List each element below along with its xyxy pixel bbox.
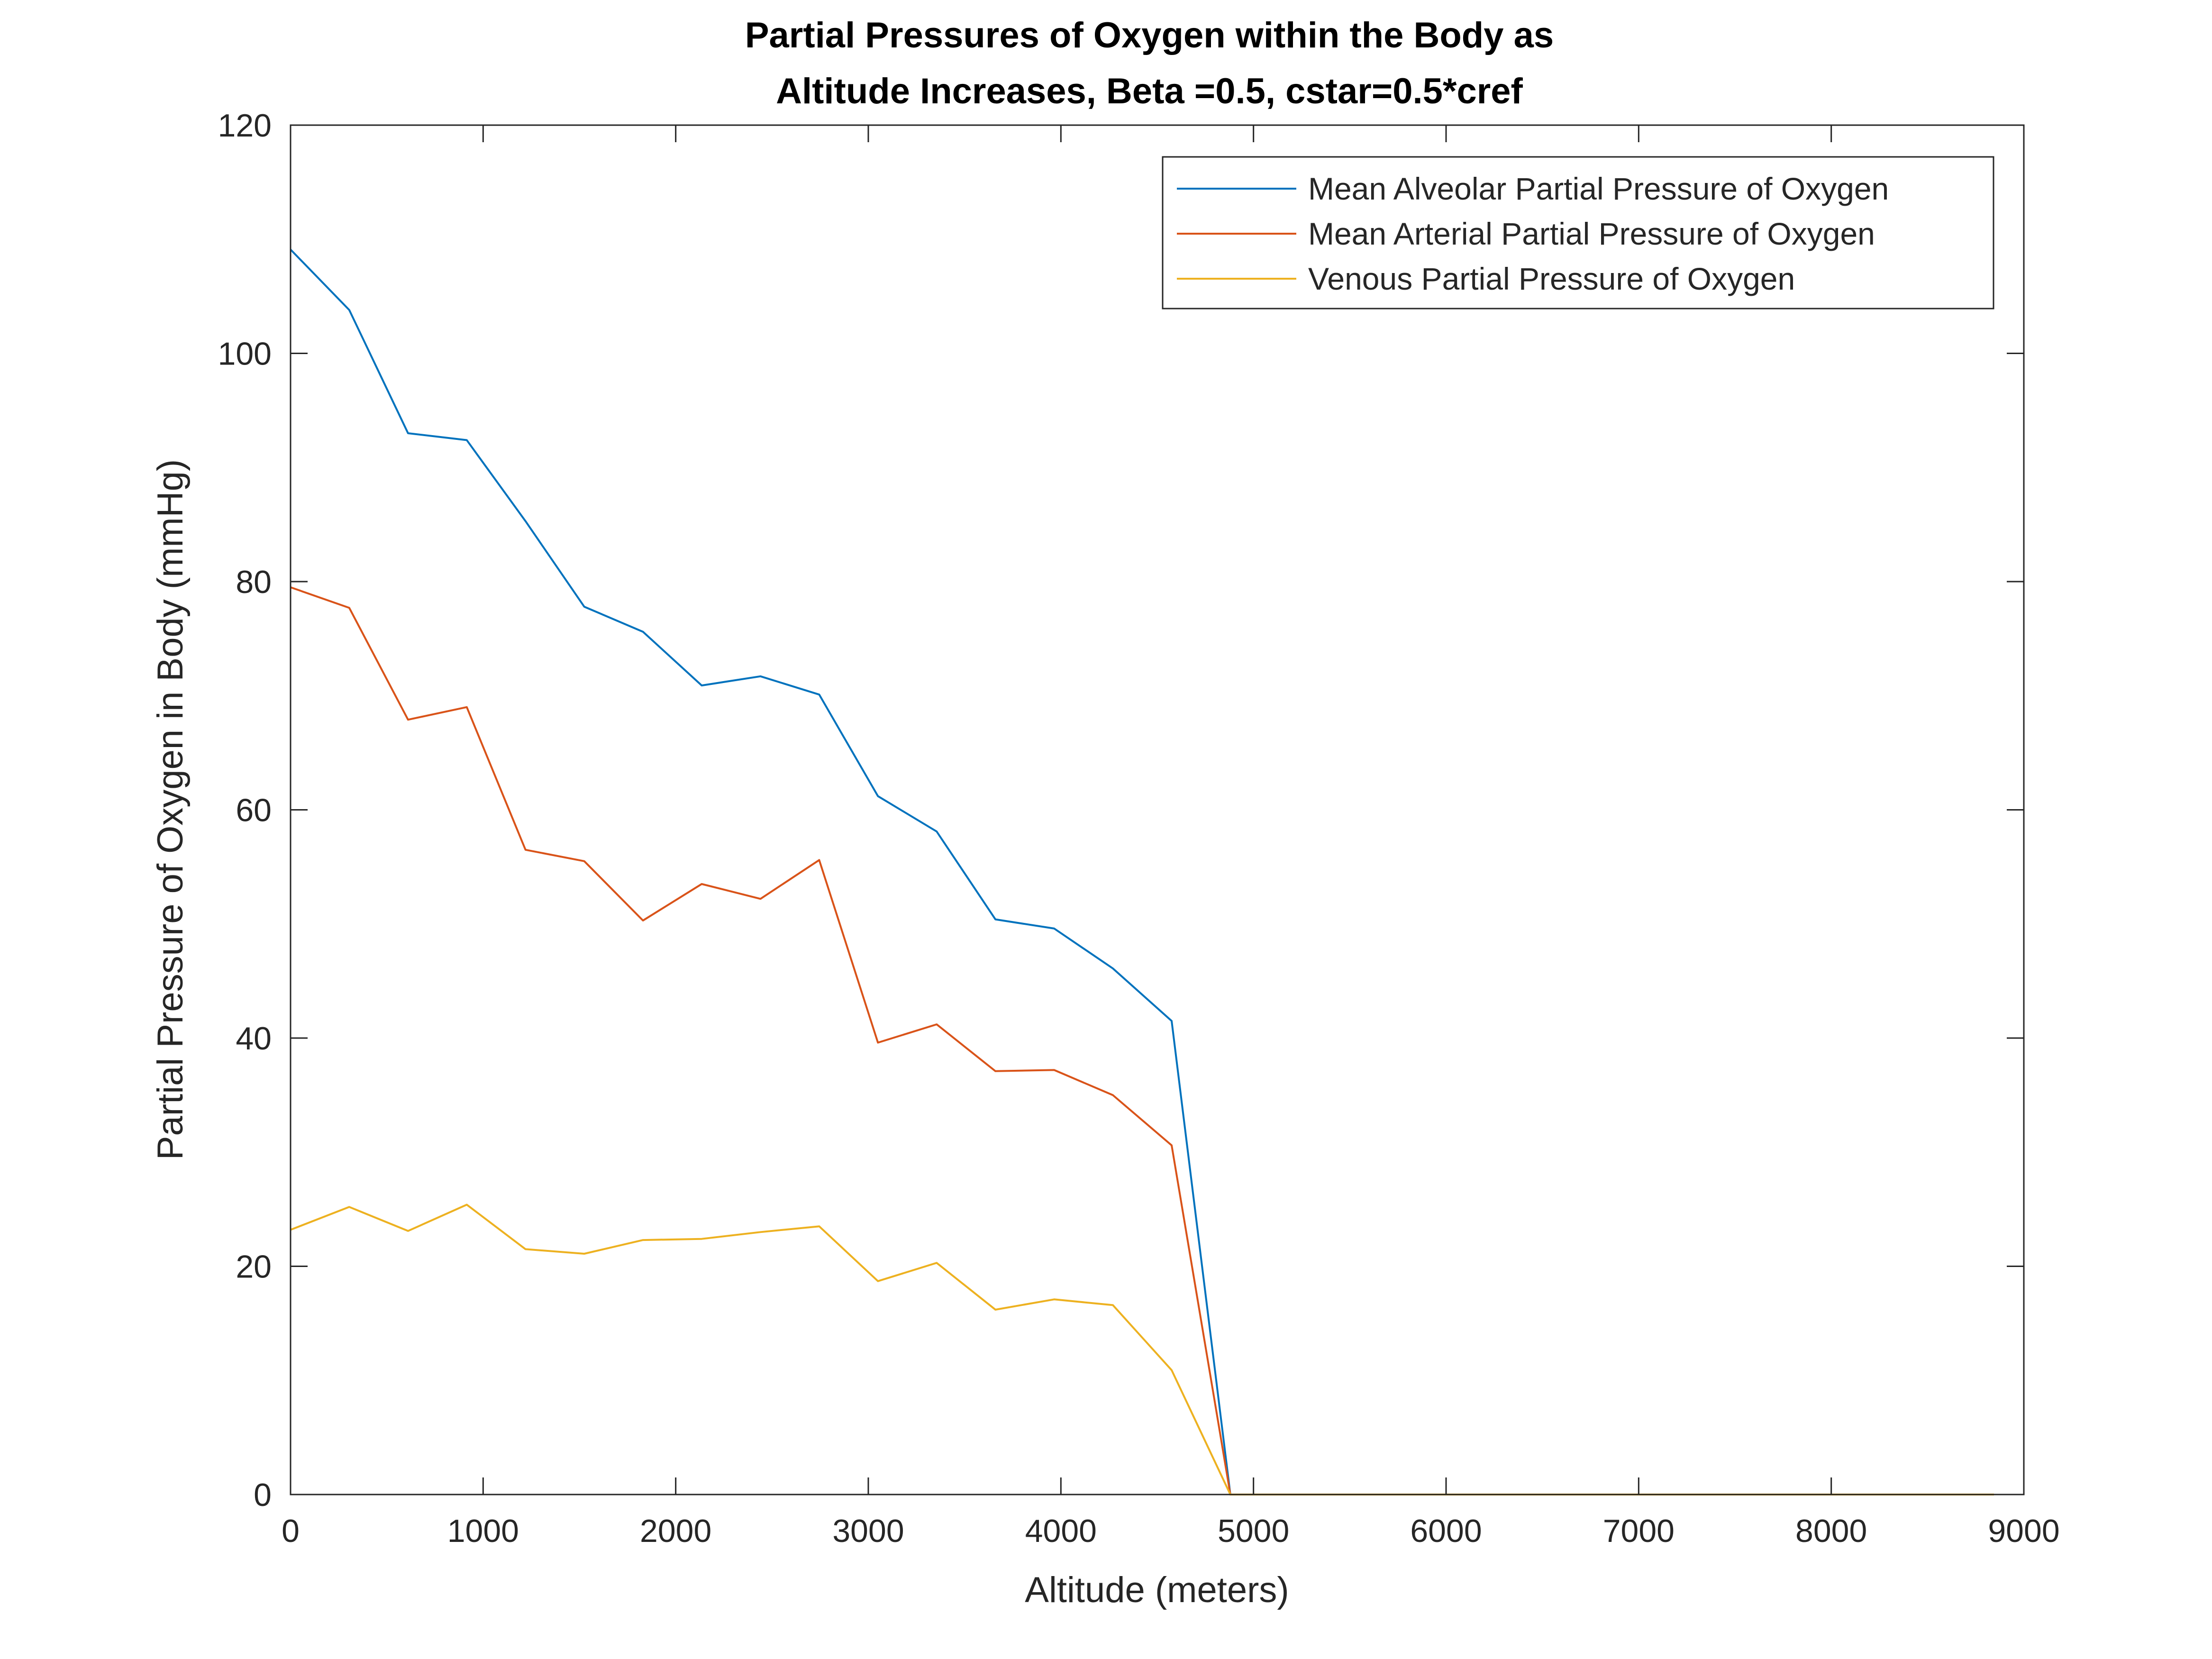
y-tick-label: 60 — [236, 793, 272, 829]
y-axis: 0 20 40 60 80 100 120 — [218, 108, 2024, 1513]
x-tick-label: 0 — [282, 1513, 300, 1549]
x-tick-label: 3000 — [832, 1513, 904, 1549]
y-tick-label: 20 — [236, 1249, 272, 1285]
x-tick-label: 7000 — [1603, 1513, 1675, 1549]
x-axis-label: Altitude (meters) — [1025, 1570, 1289, 1610]
x-tick-label: 6000 — [1410, 1513, 1482, 1549]
plot-area — [291, 125, 2024, 1495]
x-tick-label: 2000 — [640, 1513, 711, 1549]
y-tick-label: 80 — [236, 564, 272, 600]
legend-label-1: Mean Alveolar Partial Pressure of Oxygen — [1308, 171, 1889, 206]
legend-label-3: Venous Partial Pressure of Oxygen — [1308, 261, 1795, 296]
legend-box — [1162, 156, 1994, 310]
y-tick-label: 40 — [236, 1021, 272, 1057]
legend-label-2: Mean Arterial Partial Pressure of Oxygen — [1308, 216, 1875, 251]
legend: Mean Alveolar Partial Pressure of Oxygen… — [1162, 156, 1994, 310]
x-axis: 0 1000 2000 3000 4000 5000 6000 7000 8000 9000 — [282, 125, 2060, 1549]
x-tick-label: 4000 — [1025, 1513, 1097, 1549]
x-tick-label: 5000 — [1218, 1513, 1289, 1549]
y-tick-label: 0 — [254, 1477, 272, 1513]
x-tick-label: 9000 — [1988, 1513, 2059, 1549]
y-axis-label: Partial Pressure of Oxygen in Body (mmHg… — [150, 459, 191, 1160]
chart-title-line-1: Partial Pressures of Oxygen within the B… — [745, 15, 1554, 55]
x-tick-label: 8000 — [1795, 1513, 1867, 1549]
y-tick-label: 100 — [218, 336, 272, 372]
chart-title-line-2: Altitude Increases, Beta =0.5, cstar=0.5… — [776, 71, 1523, 111]
y-tick-label: 120 — [218, 108, 272, 144]
x-tick-label: 1000 — [447, 1513, 519, 1549]
